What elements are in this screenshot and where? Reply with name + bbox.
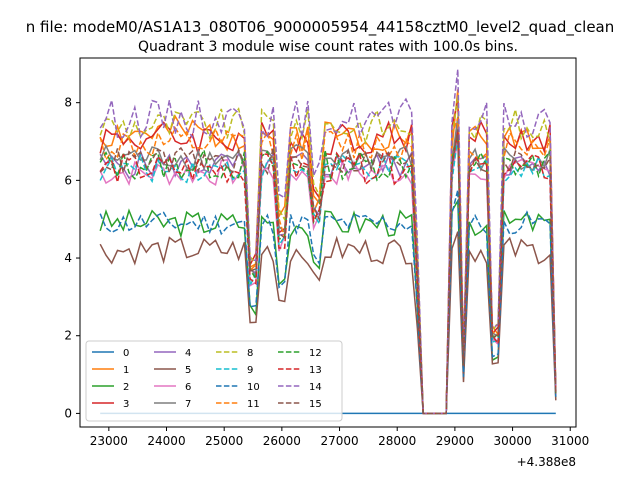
series-line-3 (99, 100, 557, 415)
legend-label-10: 10 (247, 382, 260, 393)
legend-label-7: 7 (185, 399, 191, 410)
x-tick-label: 25000 (205, 434, 243, 448)
legend-label-2: 2 (123, 382, 129, 393)
series-line-5 (99, 231, 557, 415)
legend-label-6: 6 (185, 382, 191, 393)
series-line-8 (99, 95, 557, 415)
x-tick-label: 24000 (147, 434, 185, 448)
x-tick-label: 26000 (263, 434, 301, 448)
legend-label-4: 4 (185, 348, 191, 359)
x-tick-label: 28000 (378, 434, 416, 448)
legend-label-15: 15 (309, 399, 322, 410)
series-line-10 (99, 189, 557, 415)
x-offset-text: +4.388e8 (517, 455, 576, 469)
plot-frame (79, 57, 577, 428)
x-tick-label: 30000 (493, 434, 531, 448)
legend-label-9: 9 (247, 365, 253, 376)
legend-label-12: 12 (309, 348, 322, 359)
legend-box (85, 340, 343, 422)
series-line-6 (99, 139, 557, 415)
x-tick-label: 27000 (320, 434, 358, 448)
y-tick-label: 6 (64, 173, 72, 187)
legend-label-0: 0 (123, 348, 129, 359)
legend-label-13: 13 (309, 365, 322, 376)
series-lines (99, 69, 557, 415)
chart-title: Quadrant 3 module wise count rates with … (138, 39, 518, 55)
series-line-14 (99, 69, 557, 415)
y-tick-label: 4 (64, 251, 72, 265)
x-tick-label: 23000 (90, 434, 128, 448)
figure-suptitle: n file: modeM0/AS1A13_080T06_9000005954_… (26, 18, 615, 37)
y-tick-label: 2 (64, 329, 72, 343)
x-tick-label: 31000 (551, 434, 589, 448)
legend-label-1: 1 (123, 365, 129, 376)
x-tick-label: 29000 (436, 434, 474, 448)
legend-label-5: 5 (185, 365, 191, 376)
legend-label-8: 8 (247, 348, 253, 359)
legend-label-3: 3 (123, 399, 129, 410)
series-line-12 (99, 132, 557, 415)
y-tick-label: 0 (64, 406, 72, 420)
series-line-1 (99, 89, 557, 415)
series-line-13 (99, 130, 557, 415)
series-line-2 (99, 198, 557, 415)
axis-ticks: 23000 24000 25000 26000 27000 28000 29000 30000… (64, 96, 589, 448)
series-line-15 (99, 129, 557, 415)
y-tick-label: 8 (64, 96, 72, 110)
legend-label-11: 11 (247, 399, 260, 410)
legend-label-14: 14 (309, 382, 322, 393)
